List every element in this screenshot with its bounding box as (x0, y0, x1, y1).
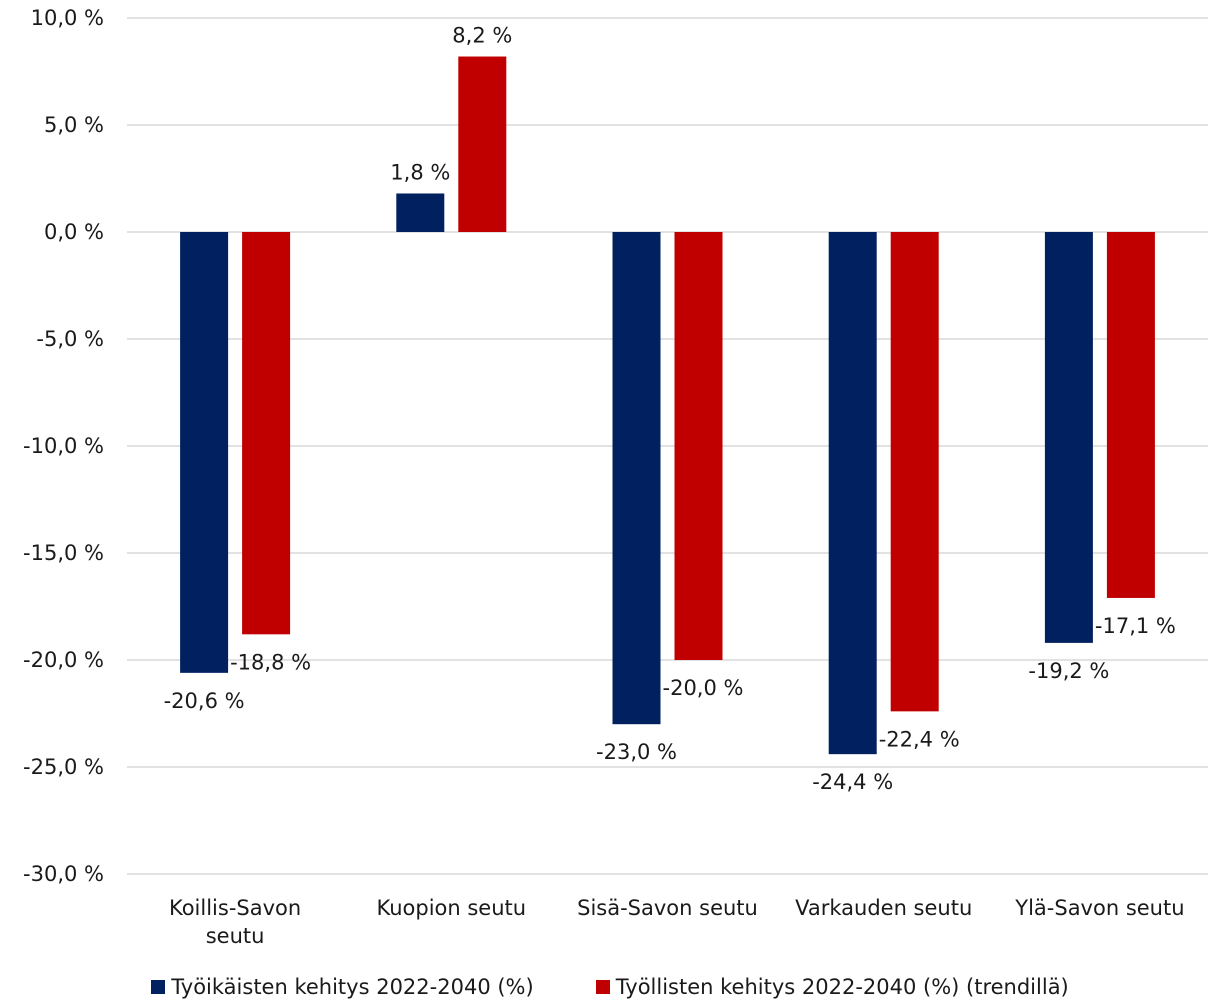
legend-item-tyoikaisten: Työikäisten kehitys 2022-2040 (%) (151, 975, 534, 999)
y-tick-label: -15,0 % (23, 541, 104, 565)
x-category-label-line: Kuopion seutu (376, 896, 526, 920)
x-category-label-line: Ylä-Savon seutu (1014, 896, 1184, 920)
data-label: -22,4 % (879, 727, 960, 751)
bar (828, 232, 877, 755)
chart-legend: Työikäisten kehitys 2022-2040 (%) Työlli… (0, 975, 1220, 999)
legend-label-tyollisten: Työllisten kehitys 2022-2040 (%) (trendi… (615, 975, 1069, 999)
bar (890, 232, 939, 712)
x-category-label: Koillis-Savon seutu (169, 896, 301, 948)
y-tick-label: 5,0 % (44, 113, 104, 137)
data-label: -23,0 % (596, 740, 677, 764)
y-tick-label: -20,0 % (23, 648, 104, 672)
y-tick-label: -30,0 % (23, 862, 104, 886)
x-category-label-line: Koillis-Savon (169, 896, 301, 920)
bar (396, 193, 445, 232)
bar-chart: 10,0 % 5,0 % 0,0 % -5,0 % -10,0 % -15,0 % -20,… (23, 6, 1208, 948)
bar (674, 232, 723, 660)
x-category-label: Kuopion seutu (376, 896, 526, 920)
legend-swatch-tyollisten (595, 980, 610, 994)
data-label: -24,4 % (812, 770, 893, 794)
y-tick-label: 0,0 % (44, 220, 104, 244)
x-category-label-line: seutu (206, 924, 265, 948)
y-tick-label: -5,0 % (36, 327, 104, 351)
y-tick-label: -10,0 % (23, 434, 104, 458)
bar (1044, 232, 1093, 643)
bar (242, 232, 291, 635)
y-tick-label: 10,0 % (31, 6, 104, 30)
data-label: 8,2 % (452, 24, 512, 48)
x-category-label: Varkauden seutu (795, 896, 972, 920)
legend-swatch-tyoikaisten (151, 980, 166, 994)
data-label: -17,1 % (1095, 614, 1176, 638)
bar (612, 232, 661, 725)
data-label: -18,8 % (230, 650, 311, 674)
bar (458, 56, 507, 232)
x-category-label: Sisä-Savon seutu (577, 896, 758, 920)
data-label: 1,8 % (390, 160, 450, 184)
bar (1106, 232, 1155, 598)
data-label: -20,6 % (164, 689, 245, 713)
legend-item-tyollisten: Työllisten kehitys 2022-2040 (%) (trendi… (595, 975, 1069, 999)
x-category-label-line: Varkauden seutu (795, 896, 972, 920)
x-category-label: Ylä-Savon seutu (1014, 896, 1184, 920)
data-label: -19,2 % (1028, 659, 1109, 683)
legend-label-tyoikaisten: Työikäisten kehitys 2022-2040 (%) (171, 975, 534, 999)
data-label: -20,0 % (663, 676, 744, 700)
y-tick-label: -25,0 % (23, 755, 104, 779)
x-category-label-line: Sisä-Savon seutu (577, 896, 758, 920)
bar (180, 232, 229, 673)
